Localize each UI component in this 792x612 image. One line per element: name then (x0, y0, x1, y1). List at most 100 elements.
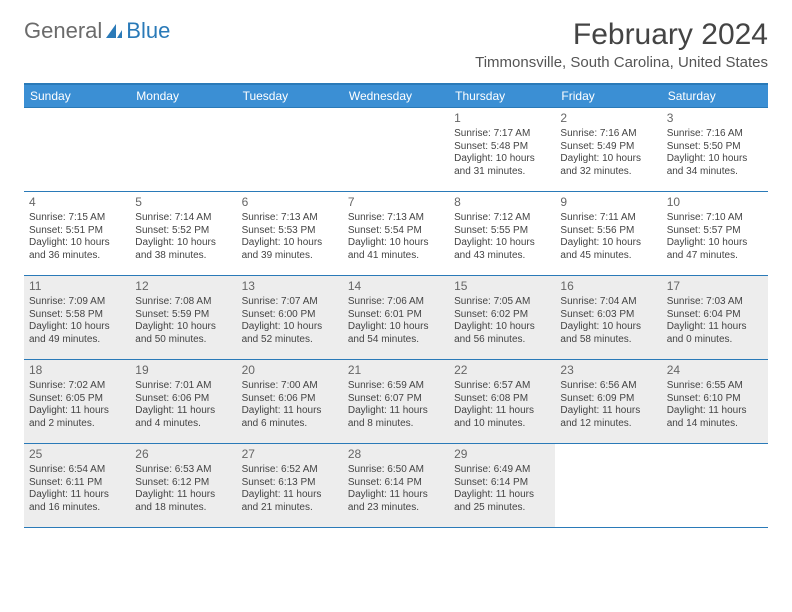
cell-daylight: Daylight: 10 hours and 32 minutes. (560, 153, 656, 178)
day-number: 22 (454, 363, 550, 378)
day-header-monday: Monday (130, 84, 236, 108)
week-row: 18Sunrise: 7:02 AMSunset: 6:05 PMDayligh… (24, 360, 768, 444)
cell-daylight: Daylight: 10 hours and 45 minutes. (560, 237, 656, 262)
day-cell: 9Sunrise: 7:11 AMSunset: 5:56 PMDaylight… (555, 192, 661, 276)
day-number: 20 (242, 363, 338, 378)
cell-daylight: Daylight: 11 hours and 10 minutes. (454, 405, 550, 430)
day-cell: 19Sunrise: 7:01 AMSunset: 6:06 PMDayligh… (130, 360, 236, 444)
day-header-sunday: Sunday (24, 84, 130, 108)
day-header-friday: Friday (555, 84, 661, 108)
day-cell: 4Sunrise: 7:15 AMSunset: 5:51 PMDaylight… (24, 192, 130, 276)
week-row: 11Sunrise: 7:09 AMSunset: 5:58 PMDayligh… (24, 276, 768, 360)
cell-daylight: Daylight: 11 hours and 18 minutes. (135, 489, 231, 514)
day-number: 7 (348, 195, 444, 210)
logo-text-general: General (24, 18, 102, 44)
cell-sunrise: Sunrise: 6:49 AM (454, 464, 550, 477)
cell-sunset: Sunset: 5:52 PM (135, 225, 231, 238)
day-header-wednesday: Wednesday (343, 84, 449, 108)
cell-sunrise: Sunrise: 6:59 AM (348, 380, 444, 393)
day-number: 21 (348, 363, 444, 378)
cell-daylight: Daylight: 10 hours and 43 minutes. (454, 237, 550, 262)
cell-sunset: Sunset: 6:14 PM (348, 477, 444, 490)
day-cell: 28Sunrise: 6:50 AMSunset: 6:14 PMDayligh… (343, 444, 449, 528)
cell-sunrise: Sunrise: 7:06 AM (348, 296, 444, 309)
cell-sunset: Sunset: 5:49 PM (560, 141, 656, 154)
day-cell: 2 Sunrise: 7:16 AMSunset: 5:49 PMDaylight… (555, 108, 661, 192)
day-number: 10 (667, 195, 763, 210)
day-cell: 8Sunrise: 7:12 AMSunset: 5:55 PMDaylight… (449, 192, 555, 276)
cell-sunrise: Sunrise: 7:16 AM (560, 128, 656, 141)
cell-sunset: Sunset: 6:10 PM (667, 393, 763, 406)
day-number: 24 (667, 363, 763, 378)
day-cell: 22 Sunrise: 6:57 AMSunset: 6:08 PMDayligh… (449, 360, 555, 444)
day-number: 14 (348, 279, 444, 294)
day-cell: 14Sunrise: 7:06 AMSunset: 6:01 PMDayligh… (343, 276, 449, 360)
day-cell: 17Sunrise: 7:03 AMSunset: 6:04 PMDayligh… (662, 276, 768, 360)
cell-sunset: Sunset: 6:11 PM (29, 477, 125, 490)
cell-sunrise: Sunrise: 7:01 AM (135, 380, 231, 393)
cell-sunset: Sunset: 6:00 PM (242, 309, 338, 322)
cell-daylight: Daylight: 10 hours and 49 minutes. (29, 321, 125, 346)
day-number: 12 (135, 279, 231, 294)
day-header-saturday: Saturday (662, 84, 768, 108)
cell-sunrise: Sunrise: 7:04 AM (560, 296, 656, 309)
week-row: 25Sunrise: 6:54 AMSunset: 6:11 PMDayligh… (24, 444, 768, 528)
cell-daylight: Daylight: 11 hours and 25 minutes. (454, 489, 550, 514)
cell-sunrise: Sunrise: 7:17 AM (454, 128, 550, 141)
day-cell: 24Sunrise: 6:55 AMSunset: 6:10 PMDayligh… (662, 360, 768, 444)
cell-sunset: Sunset: 6:08 PM (454, 393, 550, 406)
cell-daylight: Daylight: 11 hours and 4 minutes. (135, 405, 231, 430)
cell-sunset: Sunset: 5:57 PM (667, 225, 763, 238)
cell-sunset: Sunset: 6:09 PM (560, 393, 656, 406)
cell-sunset: Sunset: 6:13 PM (242, 477, 338, 490)
cell-daylight: Daylight: 11 hours and 6 minutes. (242, 405, 338, 430)
day-cell: 11Sunrise: 7:09 AMSunset: 5:58 PMDayligh… (24, 276, 130, 360)
cell-daylight: Daylight: 10 hours and 34 minutes. (667, 153, 763, 178)
month-title: February 2024 (475, 18, 768, 52)
header: General Blue February 2024 Timmonsville,… (24, 18, 768, 71)
day-header-tuesday: Tuesday (237, 84, 343, 108)
cell-sunset: Sunset: 5:53 PM (242, 225, 338, 238)
day-cell: 7Sunrise: 7:13 AMSunset: 5:54 PMDaylight… (343, 192, 449, 276)
cell-sunrise: Sunrise: 7:13 AM (242, 212, 338, 225)
cell-daylight: Daylight: 10 hours and 58 minutes. (560, 321, 656, 346)
day-number: 5 (135, 195, 231, 210)
calendar-body: 1Sunrise: 7:17 AMSunset: 5:48 PMDaylight… (24, 108, 768, 528)
week-row: 4Sunrise: 7:15 AMSunset: 5:51 PMDaylight… (24, 192, 768, 276)
day-number: 25 (29, 447, 125, 462)
day-cell: 15Sunrise: 7:05 AMSunset: 6:02 PMDayligh… (449, 276, 555, 360)
day-number: 13 (242, 279, 338, 294)
day-cell (130, 108, 236, 192)
day-number: 6 (242, 195, 338, 210)
cell-sunset: Sunset: 6:03 PM (560, 309, 656, 322)
day-cell: 26Sunrise: 6:53 AMSunset: 6:12 PMDayligh… (130, 444, 236, 528)
logo-sail-icon (104, 22, 124, 40)
day-number: 3 (667, 111, 763, 126)
day-number: 2 (560, 111, 656, 126)
cell-daylight: Daylight: 11 hours and 2 minutes. (29, 405, 125, 430)
day-cell (555, 444, 661, 528)
day-cell: 29Sunrise: 6:49 AMSunset: 6:14 PMDayligh… (449, 444, 555, 528)
day-number: 28 (348, 447, 444, 462)
calendar-table: SundayMondayTuesdayWednesdayThursdayFrid… (24, 83, 768, 528)
cell-sunrise: Sunrise: 7:12 AM (454, 212, 550, 225)
day-cell: 21Sunrise: 6:59 AMSunset: 6:07 PMDayligh… (343, 360, 449, 444)
cell-sunrise: Sunrise: 6:54 AM (29, 464, 125, 477)
cell-sunset: Sunset: 5:51 PM (29, 225, 125, 238)
cell-sunrise: Sunrise: 6:57 AM (454, 380, 550, 393)
cell-sunset: Sunset: 6:01 PM (348, 309, 444, 322)
cell-sunset: Sunset: 5:58 PM (29, 309, 125, 322)
day-cell: 1Sunrise: 7:17 AMSunset: 5:48 PMDaylight… (449, 108, 555, 192)
day-cell (662, 444, 768, 528)
day-cell: 5Sunrise: 7:14 AMSunset: 5:52 PMDaylight… (130, 192, 236, 276)
day-cell (237, 108, 343, 192)
cell-sunrise: Sunrise: 7:08 AM (135, 296, 231, 309)
cell-sunrise: Sunrise: 7:03 AM (667, 296, 763, 309)
day-number: 17 (667, 279, 763, 294)
cell-daylight: Daylight: 11 hours and 16 minutes. (29, 489, 125, 514)
cell-daylight: Daylight: 11 hours and 23 minutes. (348, 489, 444, 514)
cell-sunset: Sunset: 6:12 PM (135, 477, 231, 490)
cell-sunrise: Sunrise: 7:09 AM (29, 296, 125, 309)
cell-sunrise: Sunrise: 7:15 AM (29, 212, 125, 225)
day-cell (24, 108, 130, 192)
